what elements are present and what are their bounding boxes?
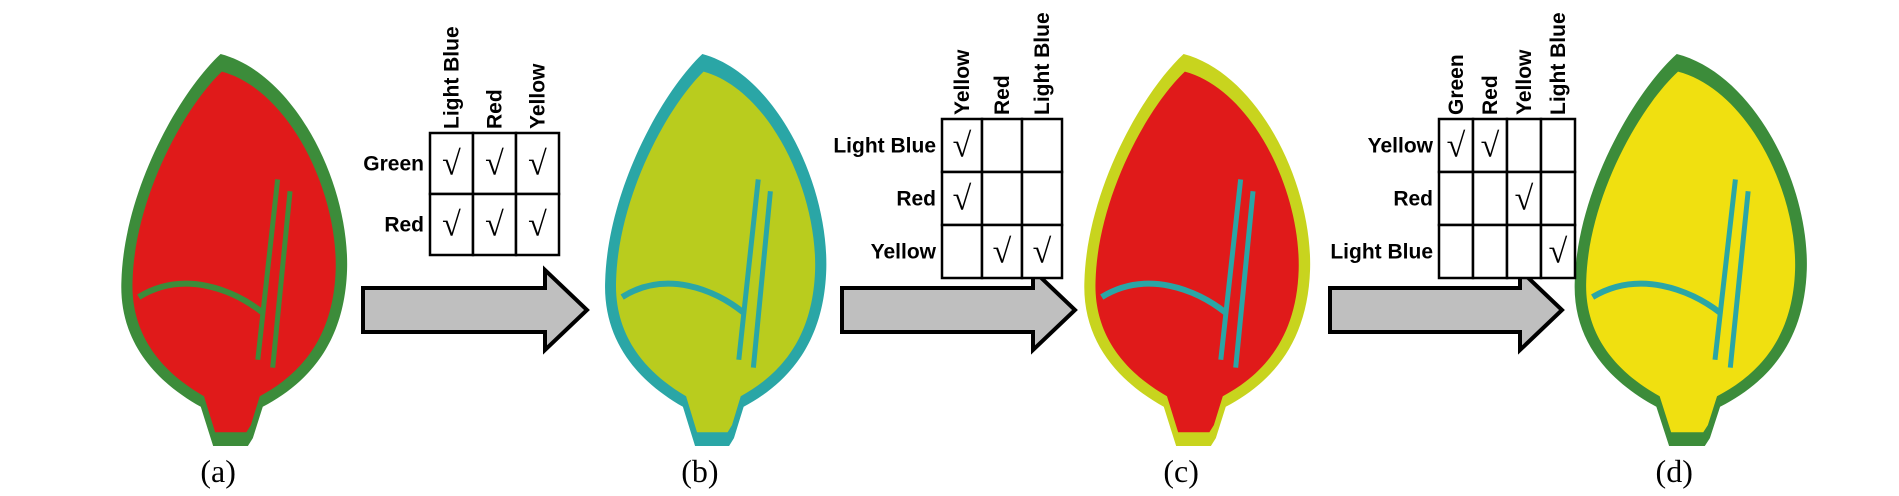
check-mark: √ [1515,181,1534,218]
arrow [361,265,590,355]
row-header: Red [384,214,424,237]
leaf-body [132,71,336,433]
row-header: Red [1393,188,1433,211]
leaf-fold [137,280,265,316]
check-mark: √ [1447,128,1466,165]
table-cell [1020,170,1064,227]
row-header: Light Blue [1330,241,1433,264]
row-header: Yellow [871,241,937,264]
leaf-fold [1591,280,1722,316]
column-header: Yellow [527,63,550,129]
table-cell [1505,170,1543,227]
column-header: Red [991,75,1014,115]
table-cell [1539,170,1577,227]
check-mark: √ [485,207,504,244]
column-header: Red [484,89,507,129]
table: Light Blue Red Yellow Green √ √ √ Red √ √ √ [363,26,561,257]
leaf-streak [1712,179,1751,368]
table-cell [1020,117,1064,174]
arrow [1328,265,1565,355]
leaf-streak [255,179,293,368]
table-cell [1437,170,1475,227]
check-mark: √ [1481,128,1500,165]
check-mark: √ [1033,234,1052,271]
panel-label: (c) [1163,453,1199,489]
table-cell [1020,223,1064,280]
table: Green Red Yellow Light Blue Yellow √ √ Red √ Ligh… [1330,12,1577,280]
column-header: Light Blue [1547,12,1570,115]
column-header: Green [1445,54,1468,115]
table-cell [471,192,518,257]
panel-label: (d) [1656,453,1693,489]
check-mark: √ [528,207,547,244]
table-cell [980,170,1024,227]
leaf [605,54,827,446]
column-header: Yellow [1513,49,1536,115]
check-mark: √ [528,146,547,183]
table-cell [1471,223,1509,280]
table-cell [471,131,518,196]
table-cell [1505,223,1543,280]
row-header: Yellow [1368,135,1434,158]
table-cell [1539,117,1577,174]
row-header: Red [896,188,936,211]
check-mark: √ [993,234,1012,271]
leaf-fold [1100,280,1228,316]
leaf-streak [1218,179,1256,368]
column-header: Light Blue [1031,12,1054,115]
table-cell [1471,170,1509,227]
check-mark: √ [953,128,972,165]
table-cell [1437,223,1475,280]
table-cell [1539,223,1577,280]
leaf-body [1586,71,1796,433]
table-cell [980,223,1024,280]
check-mark: √ [442,207,461,244]
table: Yellow Red Light Blue Light Blue √ Red √ Yellow… [833,12,1064,280]
check-mark: √ [953,181,972,218]
column-header: Light Blue [441,26,464,129]
check-mark: √ [1549,234,1568,271]
arrow [840,265,1078,355]
column-header: Red [1479,75,1502,115]
leaf [121,54,348,446]
leaf-streak [736,179,773,368]
row-header: Green [363,153,424,176]
panel-label: (a) [200,453,236,489]
leaf [1084,54,1311,446]
table-cell [1505,117,1543,174]
panel-label: (b) [681,453,718,489]
table-cell [940,223,984,280]
check-mark: √ [485,146,504,183]
table-cell [514,131,561,196]
table-cell [980,117,1024,174]
row-header: Light Blue [833,135,936,158]
leaf-body [1095,71,1299,433]
check-mark: √ [442,146,461,183]
table-cell [514,192,561,257]
leaf-fold [620,280,746,316]
leaf-body [615,71,816,433]
column-header: Yellow [951,49,974,115]
table-cell [428,192,475,257]
leaf [1574,54,1807,446]
